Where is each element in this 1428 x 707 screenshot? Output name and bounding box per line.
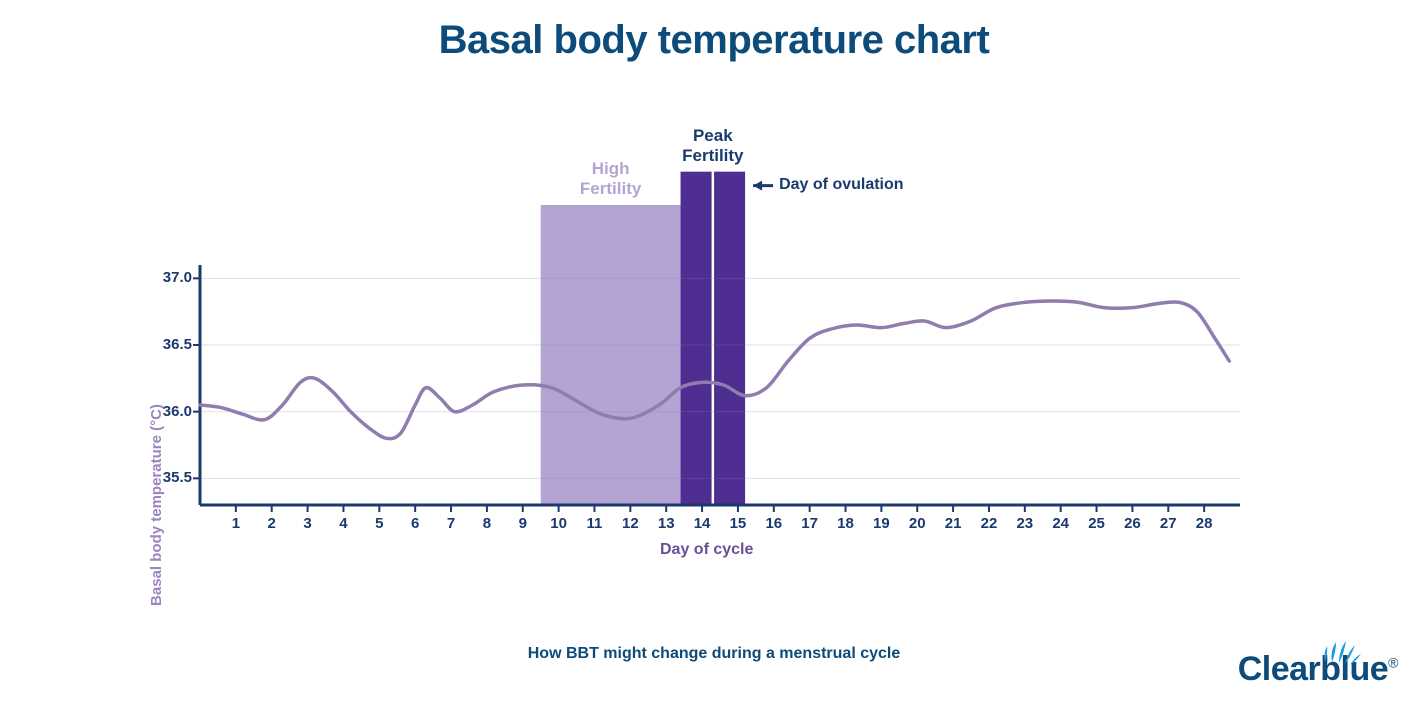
x-tick-label: 11	[579, 515, 609, 532]
x-tick-label: 28	[1189, 515, 1219, 532]
x-tick-label: 3	[293, 515, 323, 532]
y-tick-label: 36.5	[142, 336, 192, 353]
x-tick-label: 20	[902, 515, 932, 532]
x-tick-label: 24	[1046, 515, 1076, 532]
logo-text: Clearblue®	[1238, 650, 1398, 689]
high-fertility-label: HighFertility	[561, 159, 661, 200]
y-tick-label: 37.0	[142, 269, 192, 286]
x-tick-label: 27	[1153, 515, 1183, 532]
y-axis-label: Basal body temperature (°C)	[148, 404, 165, 606]
peak-fertility-label: PeakFertility	[663, 126, 763, 167]
x-tick-label: 17	[795, 515, 825, 532]
logo-tm: ®	[1388, 655, 1398, 671]
bbt-chart-svg	[130, 95, 1270, 575]
x-tick-label: 4	[328, 515, 358, 532]
x-tick-label: 15	[723, 515, 753, 532]
x-tick-label: 22	[974, 515, 1004, 532]
y-tick-label: 35.5	[142, 469, 192, 486]
logo-word: Clearblue	[1238, 650, 1388, 688]
logo-mark-icon	[1321, 636, 1361, 675]
x-tick-label: 7	[436, 515, 466, 532]
x-tick-label: 16	[759, 515, 789, 532]
x-tick-label: 9	[508, 515, 538, 532]
x-tick-label: 5	[364, 515, 394, 532]
x-tick-label: 19	[866, 515, 896, 532]
chart-title: Basal body temperature chart	[0, 18, 1428, 63]
x-tick-label: 14	[687, 515, 717, 532]
x-tick-label: 23	[1010, 515, 1040, 532]
x-tick-label: 26	[1117, 515, 1147, 532]
x-tick-label: 10	[544, 515, 574, 532]
clearblue-logo: Clearblue®	[1238, 650, 1398, 689]
x-tick-label: 8	[472, 515, 502, 532]
bbt-chart: Basal body temperature (°C)Day of cycle3…	[130, 95, 1270, 575]
ovulation-arrowhead	[753, 181, 762, 191]
x-tick-label: 13	[651, 515, 681, 532]
x-tick-label: 2	[257, 515, 287, 532]
x-axis-label: Day of cycle	[660, 541, 753, 559]
x-tick-label: 12	[615, 515, 645, 532]
y-tick-label: 36.0	[142, 403, 192, 420]
ovulation-label: Day of ovulation	[779, 176, 903, 194]
x-tick-label: 18	[831, 515, 861, 532]
x-tick-label: 21	[938, 515, 968, 532]
chart-caption: How BBT might change during a menstrual …	[0, 645, 1428, 663]
high-fertility-region	[541, 205, 681, 505]
x-tick-label: 25	[1082, 515, 1112, 532]
x-tick-label: 6	[400, 515, 430, 532]
x-tick-label: 1	[221, 515, 251, 532]
